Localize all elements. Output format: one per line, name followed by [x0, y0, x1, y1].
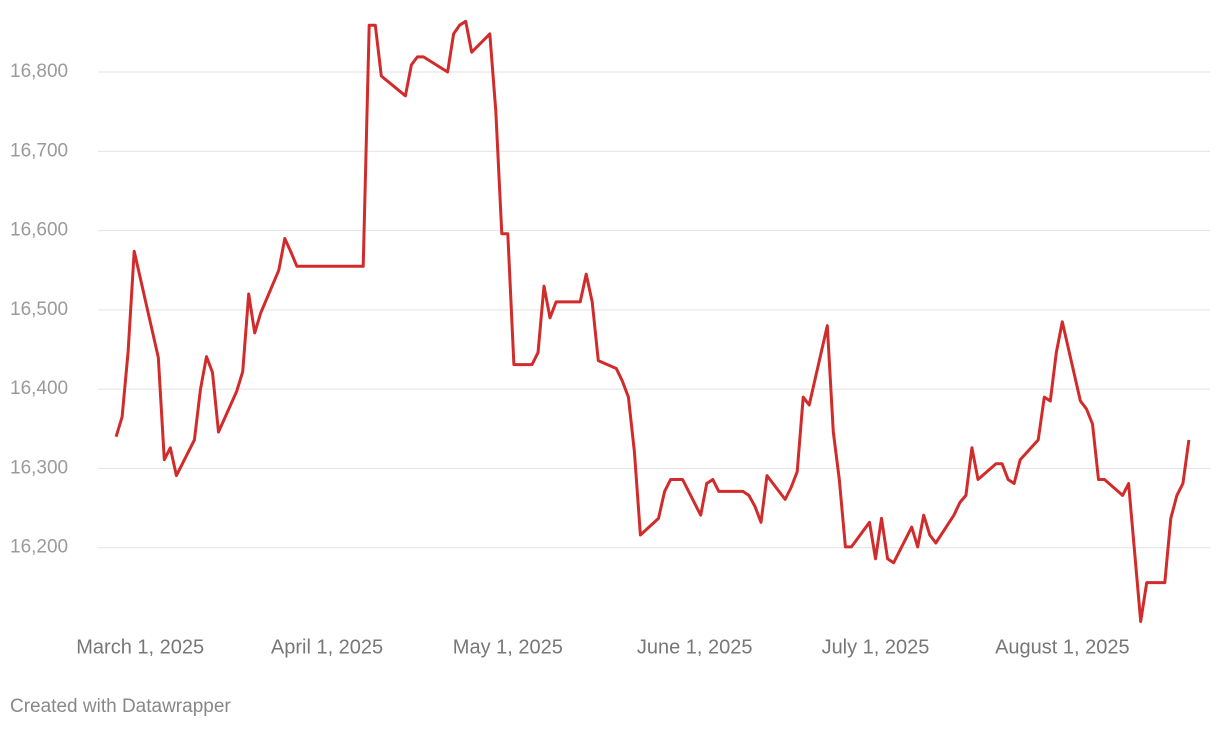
y-tick-label: 16,200: [10, 537, 68, 558]
y-tick-label: 16,600: [10, 220, 68, 241]
line: [114, 19, 1191, 623]
y-tick-label: 16,400: [10, 378, 68, 399]
y-tick-label: 16,300: [10, 457, 68, 478]
y-tick-label: 16,800: [10, 61, 68, 82]
x-tick-label: July 1, 2025: [822, 636, 930, 658]
x-tick-label: March 1, 2025: [76, 636, 204, 658]
footer: Created with Datawrapper: [10, 696, 231, 717]
x-tick-label: May 1, 2025: [453, 636, 563, 658]
x-tick-label: August 1, 2025: [995, 636, 1130, 658]
y-tick-label: 16,500: [10, 299, 68, 320]
y-tick-label: 16,700: [10, 140, 68, 161]
x-tick-label: April 1, 2025: [271, 636, 383, 658]
x-tick-label: June 1, 2025: [637, 636, 753, 658]
